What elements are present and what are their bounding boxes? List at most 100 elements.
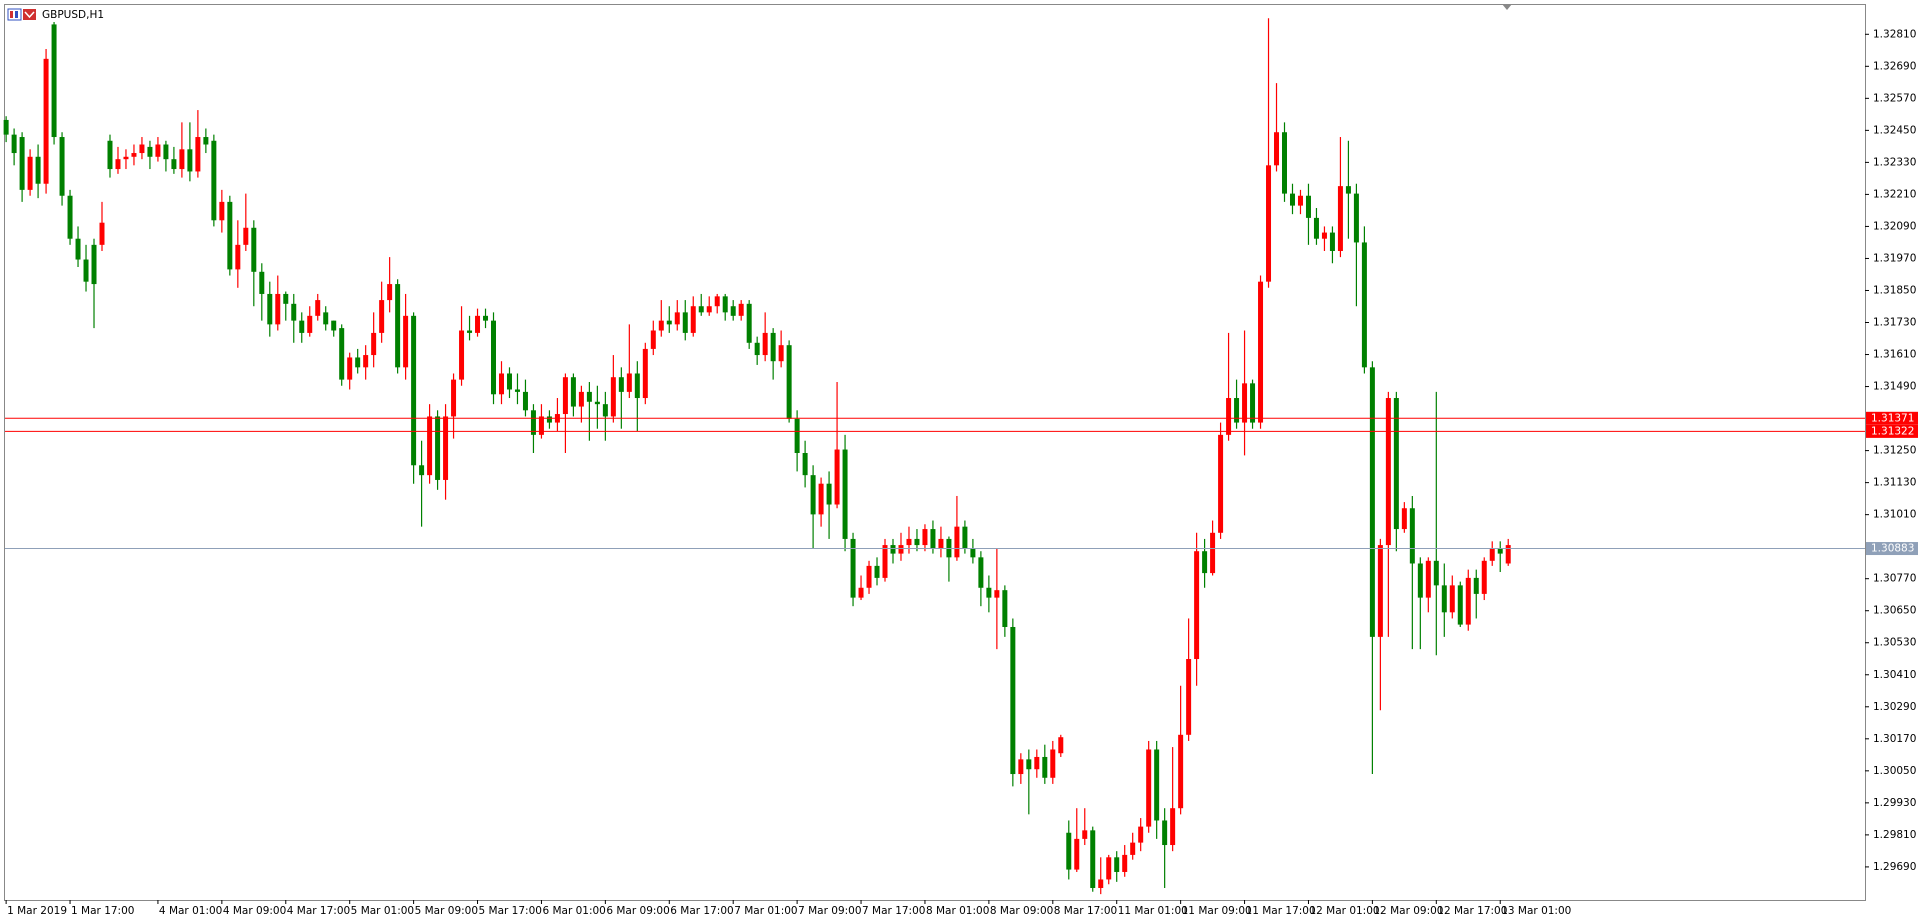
candle-body xyxy=(1178,734,1184,809)
candle-body xyxy=(818,483,824,515)
candle-body xyxy=(1234,398,1240,423)
candle-body xyxy=(690,306,696,333)
candle-body xyxy=(834,449,840,505)
candle-body xyxy=(1385,398,1391,546)
y-tick-label: 1.32450 xyxy=(1873,124,1916,136)
candle-body xyxy=(491,320,497,395)
candle-body xyxy=(786,345,792,419)
candle-body xyxy=(1393,398,1399,530)
candle-body xyxy=(898,545,904,554)
candle-body xyxy=(1066,832,1072,870)
candle-body xyxy=(938,538,944,549)
price-label: 1.30883 xyxy=(1871,543,1914,555)
candle-body xyxy=(3,119,9,135)
candle-body xyxy=(970,548,976,558)
candle-body xyxy=(291,303,297,321)
candle-body xyxy=(1377,545,1383,637)
x-tick-label: 12 Mar 09:00 xyxy=(1373,905,1443,917)
candle-body xyxy=(754,342,760,356)
candle-body xyxy=(1409,508,1415,564)
x-tick-label: 4 Mar 17:00 xyxy=(287,905,350,917)
x-tick-label: 7 Mar 17:00 xyxy=(862,905,925,917)
x-tick-label: 5 Mar 17:00 xyxy=(479,905,542,917)
candle-body xyxy=(538,416,544,435)
candle-body xyxy=(914,538,920,546)
price-label: 1.31371 xyxy=(1871,412,1914,424)
candle-body xyxy=(842,449,848,539)
candle-body xyxy=(1329,232,1335,251)
y-tick-label: 1.31010 xyxy=(1873,509,1916,521)
y-tick-label: 1.32330 xyxy=(1873,156,1916,168)
x-tick-label: 1 Mar 17:00 xyxy=(71,905,134,917)
candle-body xyxy=(43,58,49,184)
candle-body xyxy=(826,483,832,505)
candle-body xyxy=(83,259,89,282)
candle-body xyxy=(738,303,744,316)
candle-body xyxy=(67,195,73,239)
candle-body xyxy=(395,284,401,368)
candle-body xyxy=(1194,551,1200,660)
candle-body xyxy=(1202,551,1208,574)
candle-body xyxy=(123,156,129,160)
y-tick-label: 1.30290 xyxy=(1873,701,1916,713)
candle-body xyxy=(618,377,624,392)
candle-body xyxy=(802,453,808,476)
candle-body xyxy=(1433,560,1439,586)
candle-body xyxy=(171,159,177,170)
candle-body xyxy=(986,587,992,598)
candle-body xyxy=(387,284,393,301)
y-tick-label: 1.32810 xyxy=(1873,28,1916,40)
y-tick-label: 1.31970 xyxy=(1873,252,1916,264)
candle-body xyxy=(403,315,409,368)
candle-body xyxy=(666,320,672,325)
candle-body xyxy=(299,320,305,333)
candle-body xyxy=(451,379,457,417)
candles xyxy=(3,18,1511,895)
candle-body xyxy=(626,373,632,392)
candle-body xyxy=(59,137,65,196)
candle-body xyxy=(155,144,161,157)
candle-body xyxy=(1497,548,1503,554)
candle-body xyxy=(163,144,169,160)
candle-body xyxy=(1401,508,1407,530)
candle-body xyxy=(283,293,289,304)
candle-body xyxy=(115,159,121,170)
candle-body xyxy=(1505,545,1511,564)
candle-body xyxy=(1321,232,1327,239)
candle-body xyxy=(658,320,664,331)
candle-body xyxy=(874,565,880,578)
candle-body xyxy=(810,475,816,515)
candle-body xyxy=(235,244,241,270)
candle-body xyxy=(475,315,481,333)
candle-body xyxy=(315,300,321,316)
x-tick-label: 8 Mar 01:00 xyxy=(926,905,989,917)
y-tick-label: 1.30410 xyxy=(1873,669,1916,681)
y-tick-label: 1.29810 xyxy=(1873,829,1916,841)
candle-body xyxy=(962,526,968,549)
candle-body xyxy=(1313,217,1319,239)
candle-body xyxy=(1002,590,1008,627)
candle-body xyxy=(1457,585,1463,625)
candle-body xyxy=(682,312,688,333)
candle-body xyxy=(858,587,864,598)
candle-body xyxy=(1465,577,1471,625)
candle-body xyxy=(578,391,584,407)
candle-body xyxy=(1170,808,1176,846)
candle-body xyxy=(1130,842,1136,855)
candle-body xyxy=(930,529,936,549)
candle-body xyxy=(107,140,113,170)
candle-body xyxy=(35,156,41,184)
candle-body xyxy=(483,315,489,321)
x-tick-label: 4 Mar 09:00 xyxy=(223,905,286,917)
candle-body xyxy=(211,140,217,221)
candle-body xyxy=(187,149,193,172)
candle-body xyxy=(906,538,912,546)
candle-body xyxy=(1353,193,1359,243)
candle-body xyxy=(1186,659,1192,735)
candle-body xyxy=(1258,281,1264,423)
y-tick-label: 1.31730 xyxy=(1873,317,1916,329)
candle-body xyxy=(1305,195,1311,218)
candle-body xyxy=(546,416,552,423)
y-tick-label: 1.30770 xyxy=(1873,573,1916,585)
candle-body xyxy=(498,373,504,395)
